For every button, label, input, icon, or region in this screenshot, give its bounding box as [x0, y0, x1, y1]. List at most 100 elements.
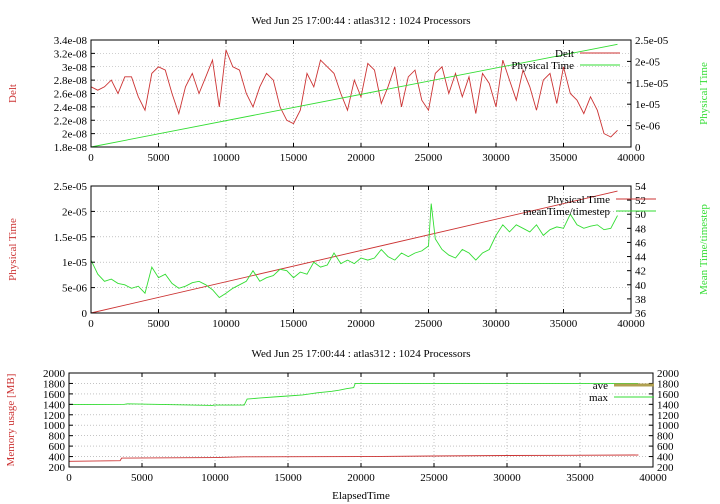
y-tick-label: 0 — [82, 308, 88, 320]
y2-axis-label: Mean Time/timestep — [698, 204, 710, 295]
x-tick-label: 25000 — [415, 152, 443, 164]
plot-frame — [68, 372, 654, 468]
series-line-meantime-timestep — [90, 203, 618, 299]
y2-tick-label: 400 — [657, 452, 674, 464]
x-tick-label: 35000 — [566, 472, 594, 484]
y2-tick-label: 40 — [635, 280, 647, 292]
y-tick-label: 1.5e-05 — [54, 232, 88, 244]
y-tick-label: 3.2e-08 — [54, 48, 88, 60]
x-tick-label: 10000 — [212, 318, 240, 330]
series-line-ave — [68, 454, 639, 462]
x-tick-label: 30000 — [493, 472, 521, 484]
y-tick-label: 200 — [49, 462, 66, 474]
x-tick-label: 0 — [88, 152, 94, 164]
y2-tick-label: 1200 — [657, 410, 680, 422]
y2-tick-label: 46 — [635, 237, 647, 249]
series-line-delt — [90, 49, 618, 138]
x-tick-label: 40000 — [639, 472, 667, 484]
y2-tick-label: 800 — [657, 431, 674, 443]
chart-title: Wed Jun 25 17:00:44 : atlas312 : 1024 Pr… — [251, 15, 470, 27]
y-tick-label: 1400 — [43, 399, 66, 411]
y2-tick-label: 2e-05 — [635, 56, 661, 68]
series-line-physical-time — [90, 190, 618, 314]
x-tick-label: 5000 — [148, 318, 171, 330]
y2-tick-label: 1400 — [657, 399, 680, 411]
x-tick-label: 30000 — [482, 152, 510, 164]
y-tick-label: 2.5e-05 — [54, 181, 88, 193]
y-tick-label: 400 — [49, 452, 66, 464]
y2-tick-label: 44 — [635, 252, 647, 264]
chart-1: 0 5000 10000 15000 20000 25000 30000 35000 40000… — [7, 15, 710, 164]
chart-3: 0 5000 10000 15000 20000 25000 30000 35000 40000… — [5, 348, 680, 502]
y-tick-label: 5e-06 — [62, 283, 88, 295]
legend-label: ave — [593, 380, 608, 392]
y2-tick-label: 5e-06 — [635, 121, 661, 133]
x-tick-label: 5000 — [131, 472, 154, 484]
x-tick-label: 15000 — [280, 318, 308, 330]
y2-tick-label: 600 — [657, 441, 674, 453]
y-tick-label: 1600 — [43, 389, 66, 401]
y2-tick-label: 50 — [635, 209, 647, 221]
x-tick-label: 25000 — [415, 318, 443, 330]
y2-tick-label: 36 — [635, 308, 647, 320]
legend-label: Delt — [555, 48, 574, 60]
y-tick-label: 2e-08 — [62, 129, 88, 141]
y-tick-label: 1.8e-08 — [54, 142, 88, 154]
legend-label: meanTime/timestep — [523, 206, 610, 218]
x-tick-label: 10000 — [201, 472, 229, 484]
y-tick-label: 2.6e-08 — [54, 89, 88, 101]
y2-tick-label: 1000 — [657, 420, 680, 432]
x-tick-label: 15000 — [280, 152, 308, 164]
x-tick-label: 0 — [66, 472, 72, 484]
x-tick-label: 40000 — [617, 318, 645, 330]
x-tick-label: 20000 — [347, 472, 375, 484]
x-tick-label: 10000 — [212, 152, 240, 164]
x-tick-label: 20000 — [347, 318, 375, 330]
legend-label: max — [589, 392, 608, 404]
y2-tick-label: 200 — [657, 462, 674, 474]
y-tick-label: 2.8e-08 — [54, 75, 88, 87]
y-tick-label: 3e-08 — [62, 62, 88, 74]
x-tick-label: 35000 — [550, 318, 578, 330]
y2-tick-label: 52 — [635, 195, 646, 207]
y2-axis-label: Physical Time — [698, 62, 710, 125]
series-line-physical-time — [90, 43, 618, 148]
x-tick-label: 15000 — [274, 472, 302, 484]
y-tick-label: 1200 — [43, 410, 66, 422]
series-line-max — [68, 382, 639, 406]
y-tick-label: 3.4e-08 — [54, 35, 88, 47]
y-axis-label: Physical Time — [7, 218, 19, 281]
y2-tick-label: 1e-05 — [635, 99, 661, 111]
y2-tick-label: 2000 — [657, 368, 680, 380]
chart-title: Wed Jun 25 17:00:44 : atlas312 : 1024 Pr… — [251, 348, 470, 360]
y-axis-label: Memory usage [MB] — [5, 374, 17, 467]
x-tick-label: 35000 — [550, 152, 578, 164]
x-tick-label: 40000 — [617, 152, 645, 164]
chart-2: 0 5000 10000 15000 20000 25000 30000 35000 40000… — [7, 181, 710, 330]
x-axis-label: ElapsedTime — [332, 490, 390, 502]
y-tick-label: 1000 — [43, 420, 66, 432]
x-tick-label: 0 — [88, 318, 94, 330]
y-axis-label: Delt — [7, 84, 19, 103]
y-tick-label: 1800 — [43, 378, 66, 390]
y2-tick-label: 54 — [635, 181, 647, 193]
y2-tick-label: 2.5e-05 — [635, 35, 669, 47]
y2-tick-label: 1.5e-05 — [635, 78, 669, 90]
y2-tick-label: 38 — [635, 294, 647, 306]
x-tick-label: 5000 — [148, 152, 171, 164]
x-tick-label: 25000 — [420, 472, 448, 484]
y-tick-label: 2e-05 — [62, 206, 88, 218]
y-tick-label: 2.4e-08 — [54, 102, 88, 114]
legend-label: Physical Time — [547, 194, 610, 206]
x-tick-label: 20000 — [347, 152, 375, 164]
y-tick-label: 800 — [49, 431, 66, 443]
y-tick-label: 600 — [49, 441, 66, 453]
y-tick-label: 2000 — [43, 368, 66, 380]
y-tick-label: 2.2e-08 — [54, 115, 88, 127]
y2-tick-label: 1600 — [657, 389, 680, 401]
x-tick-label: 30000 — [482, 318, 510, 330]
y2-tick-label: 42 — [635, 266, 646, 278]
y2-tick-label: 48 — [635, 223, 647, 235]
y-tick-label: 1e-05 — [62, 257, 88, 269]
